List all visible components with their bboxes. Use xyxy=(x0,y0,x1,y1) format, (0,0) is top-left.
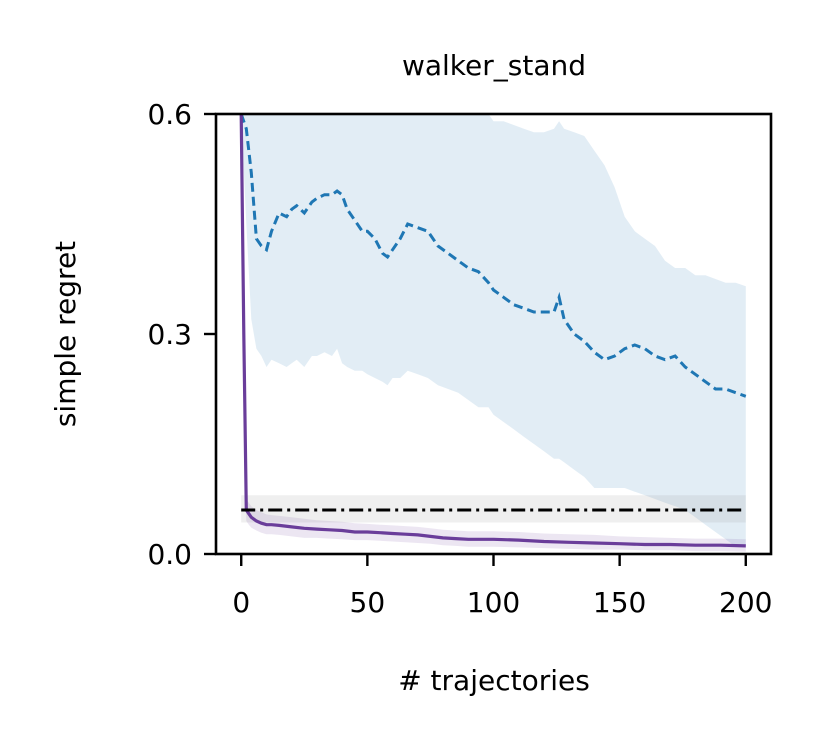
x-axis-ticks: 0 50 100 150 200 xyxy=(232,554,772,619)
series-lines xyxy=(239,113,747,548)
y-tick-label: 0.3 xyxy=(147,318,192,351)
y-tick-label: 0.6 xyxy=(147,98,192,131)
x-tick-label: 50 xyxy=(350,586,386,619)
y-axis-ticks: 0.0 0.3 0.6 xyxy=(147,98,216,571)
x-tick-label: 0 xyxy=(232,586,250,619)
series-0-band xyxy=(241,114,746,547)
x-tick-label: 150 xyxy=(593,586,646,619)
y-tick-label: 0.0 xyxy=(147,538,192,571)
x-axis-label: # trajectories xyxy=(398,664,590,697)
confidence-bands xyxy=(241,114,746,552)
x-tick-label: 100 xyxy=(467,586,520,619)
series-1-line xyxy=(239,113,746,548)
x-tick-label: 200 xyxy=(719,586,772,619)
y-axis-label: simple regret xyxy=(49,241,82,427)
chart-title: walker_stand xyxy=(402,49,586,82)
